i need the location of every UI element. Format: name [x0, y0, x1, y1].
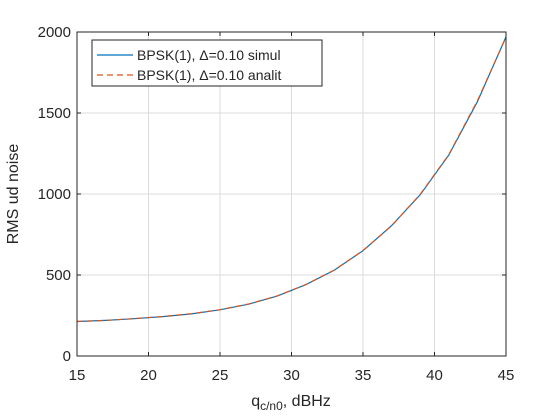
- x-axis-label-main: q: [251, 393, 260, 410]
- x-ticks: 15 20 25 30 35 40 45: [69, 32, 515, 384]
- y-tick-label-2: 1000: [38, 186, 71, 203]
- y-axis-label: RMS ud noise: [5, 144, 22, 245]
- legend: BPSK(1), Δ=0.10 simul BPSK(1), Δ=0.10 an…: [91, 39, 323, 87]
- y-tick-label-3: 1500: [38, 105, 71, 122]
- y-tick-label-4: 2000: [38, 24, 71, 41]
- x-tick-label-6: 45: [498, 367, 515, 384]
- x-tick-label-4: 35: [355, 367, 372, 384]
- x-axis-label-rest: , dBHz: [283, 393, 331, 410]
- y-tick-label-0: 0: [63, 348, 71, 365]
- x-tick-label-5: 40: [426, 367, 443, 384]
- series-group: [76, 36, 507, 323]
- series-line-1: [76, 36, 507, 323]
- x-tick-label-3: 30: [283, 367, 300, 384]
- legend-label-simul: BPSK(1), Δ=0.10 simul: [137, 47, 281, 63]
- x-tick-label-0: 15: [69, 367, 86, 384]
- x-tick-label-2: 25: [212, 367, 229, 384]
- x-axis-label-sub: c/n0: [260, 399, 283, 413]
- y-tick-label-1: 500: [46, 267, 71, 284]
- x-axis-label: qc/n0, dBHz: [251, 393, 331, 413]
- y-ticks: 0 500 1000 1500 2000: [38, 24, 506, 365]
- legend-label-analit: BPSK(1), Δ=0.10 analit: [137, 67, 281, 83]
- x-tick-label-1: 20: [140, 367, 157, 384]
- legend-box: [91, 39, 323, 87]
